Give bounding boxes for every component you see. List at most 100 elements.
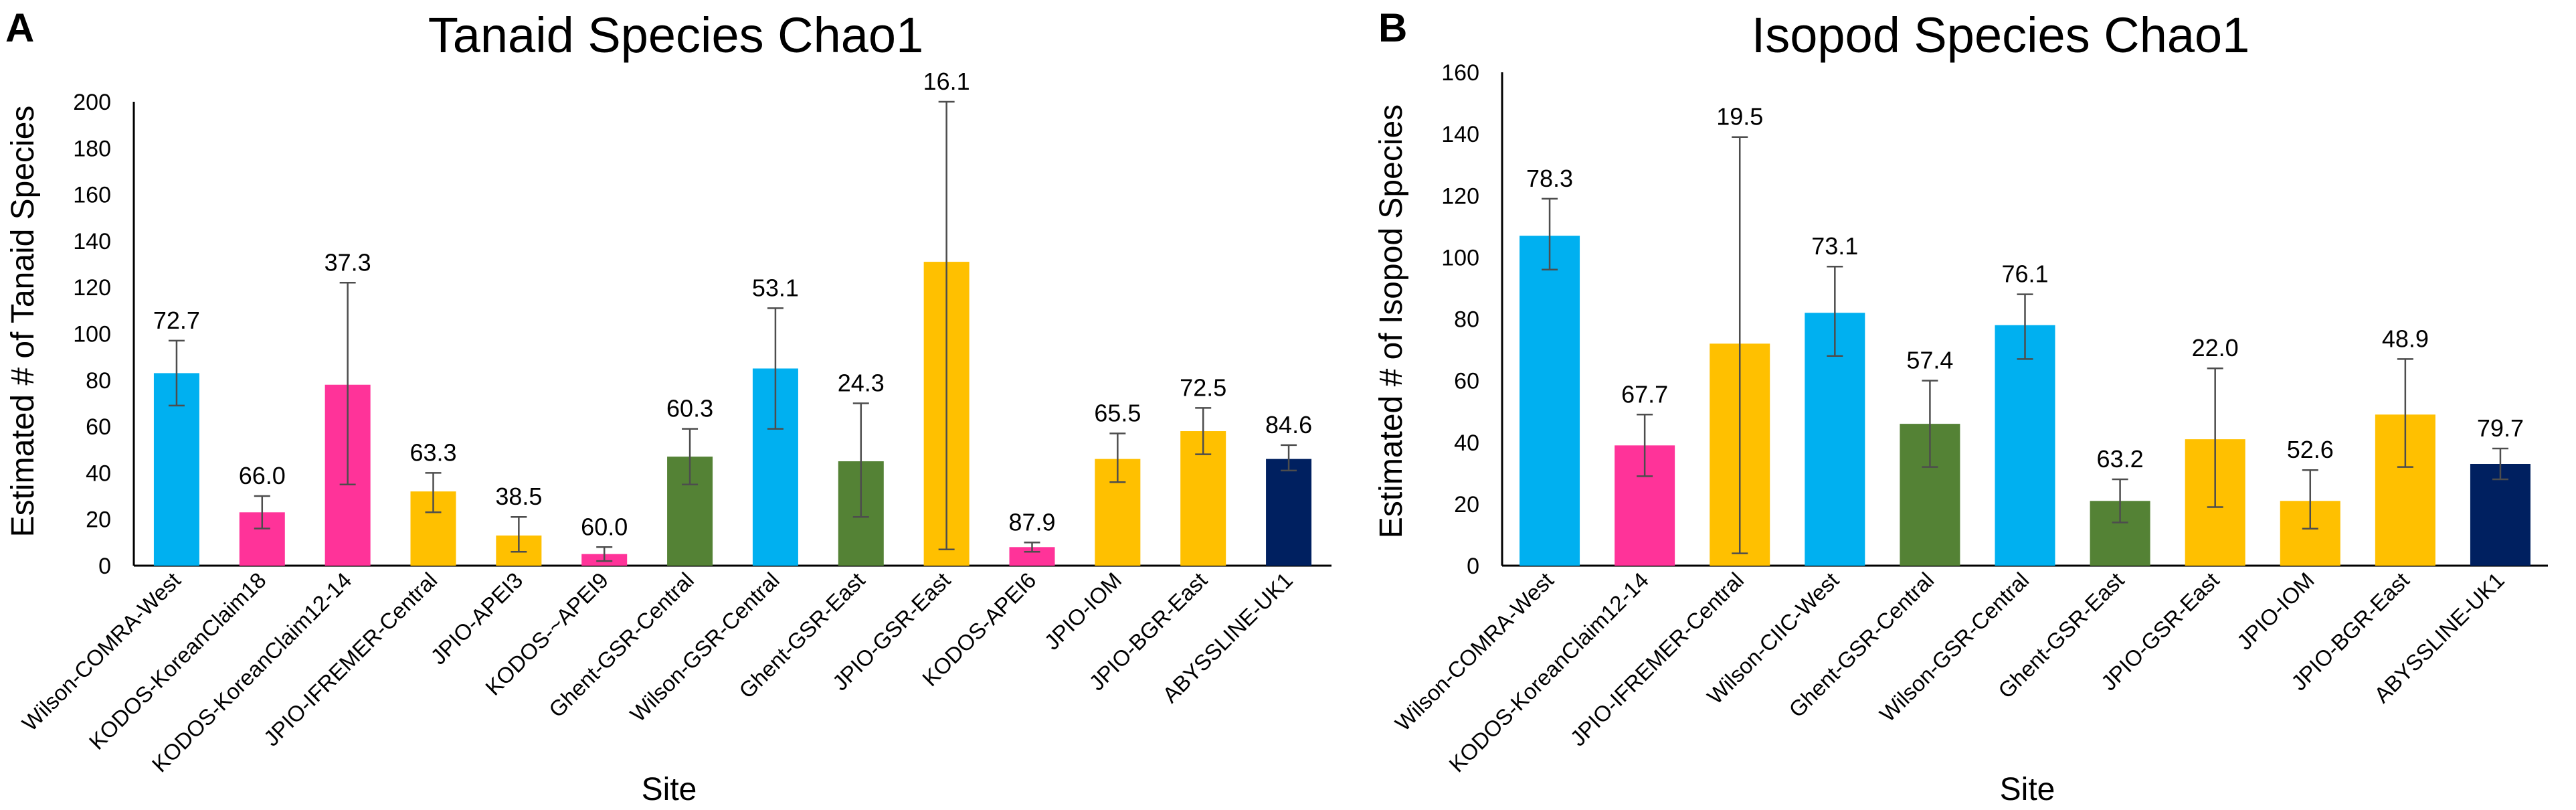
data-label: 52.6 xyxy=(2287,436,2334,463)
data-label: 66.0 xyxy=(239,462,286,489)
error-bar xyxy=(339,282,356,485)
data-label: 22.0 xyxy=(2192,334,2239,361)
bar xyxy=(1266,459,1312,566)
panel-b-letter: B xyxy=(1378,5,1407,50)
data-label: 76.1 xyxy=(2001,260,2048,288)
error-bar xyxy=(2397,358,2413,468)
error-bar xyxy=(1827,265,1843,357)
y-tick-label: 100 xyxy=(73,322,111,347)
category-label: Wilson-GSR-Central xyxy=(625,568,784,727)
data-label: 19.5 xyxy=(1716,103,1763,131)
data-label: 63.3 xyxy=(409,438,456,466)
error-bar xyxy=(1109,432,1126,483)
data-label: 67.7 xyxy=(1621,380,1668,408)
y-tick-label: 60 xyxy=(1454,369,1479,394)
error-bar xyxy=(1542,197,1558,271)
data-label: 57.4 xyxy=(1906,347,1953,374)
category-label: KODOS-KoreanClaim18 xyxy=(84,568,271,754)
panel-b-x-axis-title: Site xyxy=(2000,772,2055,807)
error-bar xyxy=(2302,469,2318,530)
y-tick-label: 60 xyxy=(86,414,111,440)
error-bar xyxy=(1195,407,1212,455)
data-label: 48.9 xyxy=(2382,325,2429,352)
y-tick-label: 80 xyxy=(86,368,111,394)
y-tick-label: 0 xyxy=(1467,554,1479,579)
category-label: JPIO-IFREMER-Central xyxy=(1565,568,1748,751)
error-bar xyxy=(2112,478,2128,523)
category-label: JPIO-IFREMER-Central xyxy=(259,568,442,751)
panel-a-letter: A xyxy=(5,5,34,50)
panel-b-title: Isopod Species Chao1 xyxy=(1752,7,2250,63)
bar xyxy=(1520,236,1580,566)
category-label: Ghent-GSR-Central xyxy=(544,568,699,722)
panel-b-bar-group: 52.6 JPIO-IOM xyxy=(2232,436,2340,655)
y-tick-label: 20 xyxy=(86,507,111,533)
category-label: Wilson-COMRA-West xyxy=(17,568,185,736)
y-tick-label: 40 xyxy=(86,461,111,486)
panel-a: A Tanaid Species Chao1 Estimated # of Ta… xyxy=(5,5,1331,807)
error-bar xyxy=(1281,444,1297,472)
panel-b: B Isopod Species Chao1 Estimated # of Is… xyxy=(1374,5,2548,807)
error-bar xyxy=(254,495,270,530)
data-label: 84.6 xyxy=(1265,411,1312,438)
error-bar xyxy=(2207,367,2223,508)
data-label: 87.9 xyxy=(1008,508,1055,536)
panel-a-y-ticks: 0 20 40 60 80 100 120 140 160 180 200 xyxy=(73,90,111,579)
panel-b-bars: 78.3 Wilson-COMRA-West 67.7 KODOS-KoreanCla… xyxy=(1390,103,2531,777)
y-tick-label: 40 xyxy=(1454,430,1479,456)
error-bar xyxy=(682,428,699,485)
data-label: 37.3 xyxy=(325,248,371,276)
data-label: 16.1 xyxy=(923,68,970,95)
panel-a-bars: 72.7 Wilson-COMRA-West 66.0 KODOS-KoreanCla… xyxy=(17,68,1313,777)
y-tick-label: 0 xyxy=(98,554,111,579)
error-bar xyxy=(2492,447,2508,481)
category-label: JPIO-IOM xyxy=(1039,568,1126,655)
category-label: Wilson-COMRA-West xyxy=(1390,568,1558,736)
error-bar xyxy=(1024,542,1040,553)
y-tick-label: 200 xyxy=(73,90,111,115)
y-tick-label: 80 xyxy=(1454,307,1479,333)
data-label: 60.3 xyxy=(666,395,713,422)
error-bar xyxy=(425,472,442,513)
error-bar xyxy=(511,515,527,553)
y-tick-label: 20 xyxy=(1454,492,1479,517)
data-label: 65.5 xyxy=(1094,399,1141,426)
error-bar xyxy=(596,546,613,562)
panel-a-y-axis-title: Estimated # of Tanaid Species xyxy=(5,106,41,538)
error-bar xyxy=(1732,136,1748,554)
category-label: KODOS-KoreanClaim12-14 xyxy=(1444,568,1653,777)
y-tick-label: 160 xyxy=(73,183,111,208)
error-bar xyxy=(852,402,869,518)
bar xyxy=(2470,463,2531,566)
data-label: 78.3 xyxy=(1526,165,1573,192)
y-tick-label: 180 xyxy=(73,136,111,161)
error-bar xyxy=(168,339,185,407)
data-label: 63.2 xyxy=(2097,445,2144,473)
error-bar xyxy=(938,100,955,550)
panel-a-title: Tanaid Species Chao1 xyxy=(428,7,924,63)
category-label: JPIO-IOM xyxy=(2232,568,2319,655)
data-label: 79.7 xyxy=(2477,414,2524,442)
y-tick-label: 140 xyxy=(1441,122,1479,147)
y-tick-label: 120 xyxy=(1441,183,1479,209)
y-tick-label: 120 xyxy=(73,275,111,301)
data-label: 72.5 xyxy=(1180,374,1226,401)
panel-b-y-axis-title: Estimated # of Isopod Species xyxy=(1374,104,1409,538)
data-label: 38.5 xyxy=(495,483,542,510)
data-label: 72.7 xyxy=(153,307,200,334)
y-tick-label: 100 xyxy=(1441,245,1479,270)
bar xyxy=(1995,325,2055,566)
panel-b-y-ticks: 0 20 40 60 80 100 120 140 160 xyxy=(1441,60,1479,579)
error-bar xyxy=(1637,414,1653,477)
data-label: 60.0 xyxy=(581,513,628,540)
data-label: 53.1 xyxy=(752,274,799,301)
y-tick-label: 140 xyxy=(73,229,111,254)
data-label: 24.3 xyxy=(838,369,885,396)
panel-b-bar-group: 78.3 Wilson-COMRA-West xyxy=(1390,165,1580,736)
data-label: 73.1 xyxy=(1811,232,1858,260)
error-bar xyxy=(767,307,784,430)
error-bar xyxy=(2017,293,2033,360)
error-bar xyxy=(1922,380,1938,468)
panel-a-x-axis-title: Site xyxy=(642,772,697,807)
